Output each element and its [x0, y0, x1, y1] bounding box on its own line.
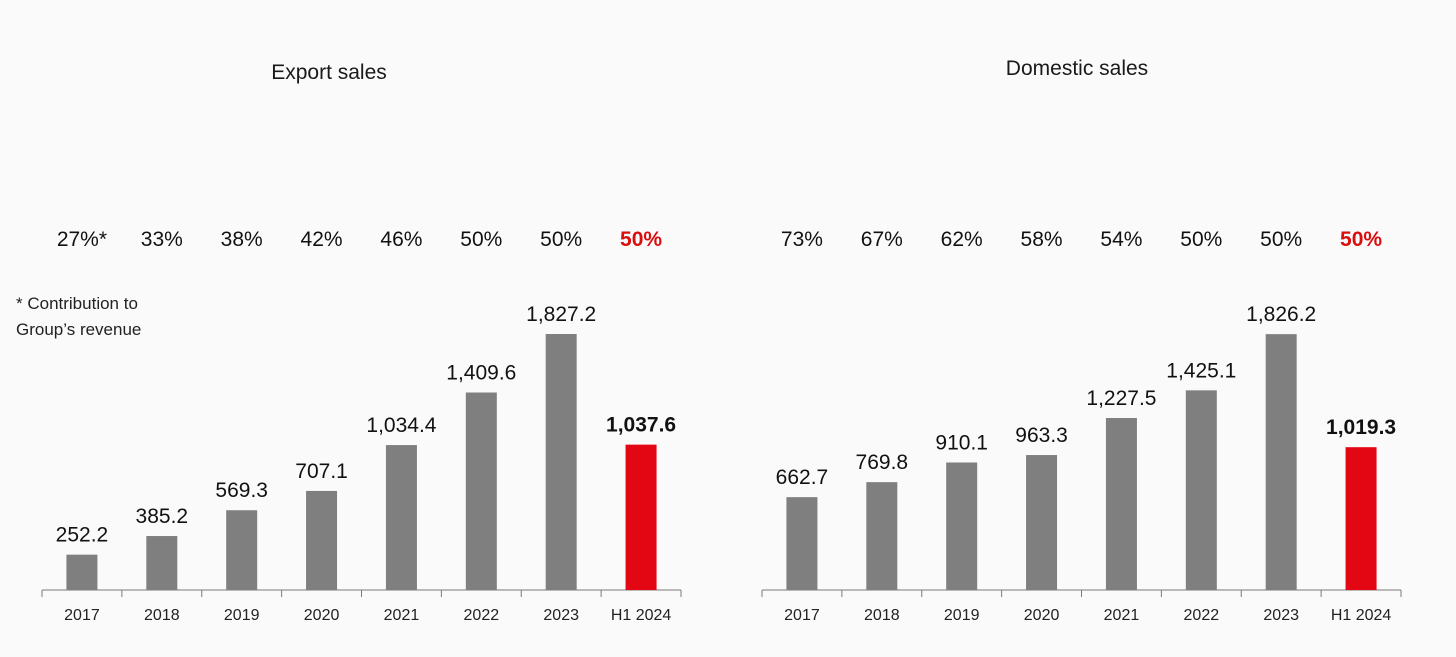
contribution-label: 50% — [1260, 228, 1302, 251]
chart-title: Domestic sales — [1006, 57, 1148, 80]
x-tick-label: 2022 — [1184, 607, 1220, 624]
data-label: 1,827.2 — [526, 303, 596, 326]
contribution-label: 50% — [1340, 228, 1382, 251]
data-label: 1,019.3 — [1326, 416, 1396, 439]
bar-h1-2024 — [625, 444, 657, 590]
bar-2018 — [866, 482, 898, 590]
bar-2018 — [146, 536, 178, 590]
bar-2017 — [66, 554, 98, 590]
contribution-label: 50% — [620, 228, 662, 251]
x-tick-label: 2018 — [144, 607, 180, 624]
data-label: 1,409.6 — [446, 362, 516, 385]
x-tick-label: 2021 — [1104, 607, 1140, 624]
x-tick-label: H1 2024 — [611, 607, 672, 624]
bar-2021 — [385, 445, 417, 590]
data-label: 1,425.1 — [1166, 359, 1236, 382]
x-tick-label: 2023 — [1263, 607, 1299, 624]
data-label: 707.1 — [295, 460, 348, 483]
contribution-label: 58% — [1021, 228, 1063, 251]
bar-2022 — [465, 392, 497, 590]
x-tick-label: 2020 — [304, 607, 340, 624]
contribution-label: 67% — [861, 228, 903, 251]
bar-2017 — [786, 497, 818, 590]
data-label: 1,037.6 — [606, 414, 676, 437]
data-label: 385.2 — [136, 505, 189, 528]
x-tick-label: 2022 — [464, 607, 500, 624]
bar-2020 — [1026, 455, 1058, 590]
data-label: 1,034.4 — [366, 414, 436, 437]
chart-2: Domestic sales 662.7 73% 2017 769.8 67% 2018 91… — [761, 57, 1402, 624]
x-tick-label: 2019 — [944, 607, 980, 624]
data-label: 769.8 — [856, 451, 909, 474]
x-tick-label: 2019 — [224, 607, 260, 624]
contribution-label: 62% — [941, 228, 983, 251]
bar-2022 — [1185, 390, 1217, 590]
contribution-label: 27%* — [57, 228, 107, 251]
x-tick-label: 2021 — [384, 607, 420, 624]
data-label: 1,227.5 — [1086, 387, 1156, 410]
data-label: 910.1 — [935, 431, 988, 454]
x-tick-label: 2017 — [64, 607, 100, 624]
bar-2023 — [1265, 334, 1297, 590]
contribution-label: 50% — [460, 228, 502, 251]
data-label: 569.3 — [215, 479, 268, 502]
bar-2020 — [306, 490, 338, 590]
x-tick-label: 2018 — [864, 607, 900, 624]
chart-1: Export sales * Contribution to Group’s rev… — [16, 61, 682, 624]
data-label: 662.7 — [776, 466, 829, 489]
bar-2021 — [1105, 418, 1137, 590]
footnote-line: * Contribution to — [16, 294, 138, 313]
bar-2019 — [226, 510, 258, 590]
contribution-label: 33% — [141, 228, 183, 251]
contribution-label: 73% — [781, 228, 823, 251]
data-label: 252.2 — [56, 524, 109, 547]
x-tick-label: 2017 — [784, 607, 820, 624]
contribution-label: 50% — [1180, 228, 1222, 251]
contribution-label: 54% — [1100, 228, 1142, 251]
bar-2019 — [946, 462, 978, 590]
x-tick-label: 2023 — [543, 607, 579, 624]
bar-h1-2024 — [1345, 447, 1377, 590]
contribution-label: 42% — [301, 228, 343, 251]
contribution-label: 50% — [540, 228, 582, 251]
contribution-label: 38% — [221, 228, 263, 251]
footnote-line: Group’s revenue — [16, 320, 141, 339]
data-label: 963.3 — [1015, 424, 1068, 447]
x-tick-label: H1 2024 — [1331, 607, 1392, 624]
chart-title: Export sales — [271, 61, 387, 84]
contribution-label: 46% — [380, 228, 422, 251]
bar-2023 — [545, 334, 577, 590]
x-tick-label: 2020 — [1024, 607, 1060, 624]
data-label: 1,826.2 — [1246, 303, 1316, 326]
